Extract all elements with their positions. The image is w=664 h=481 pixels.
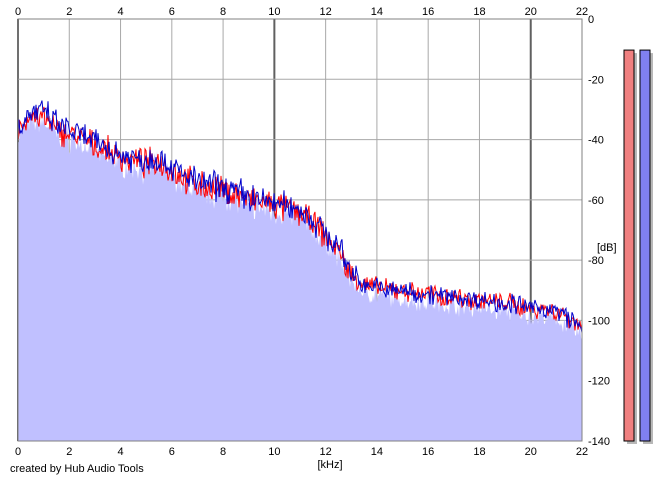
x-tick-label-bottom: 22	[576, 446, 588, 458]
x-tick-label-top: 20	[525, 6, 537, 18]
x-tick-label-bottom: 2	[66, 446, 72, 458]
y-tick-label: -120	[588, 376, 610, 388]
y-axis-unit-label: [dB]	[597, 242, 617, 254]
spectrum-series	[17, 100, 583, 333]
y-tick-label: -60	[588, 195, 604, 207]
x-tick-label-bottom: 0	[15, 446, 21, 458]
x-tick-label-top: 6	[169, 6, 175, 18]
y-tick-label: -140	[588, 436, 610, 448]
level-meters	[623, 49, 653, 444]
x-tick-label-top: 4	[117, 6, 123, 18]
x-tick-label-bottom: 12	[320, 446, 332, 458]
x-tick-label-bottom: 10	[268, 446, 280, 458]
y-tick-label: -80	[588, 255, 604, 267]
x-tick-label-top: 16	[422, 6, 434, 18]
y-tick-label: -100	[588, 315, 610, 327]
credit-text: created by Hub Audio Tools	[10, 463, 144, 475]
left-level-meter	[623, 49, 635, 442]
x-tick-label-top: 8	[220, 6, 226, 18]
x-tick-label-top: 0	[15, 6, 21, 18]
red-channel-line	[17, 106, 583, 331]
x-axis-unit-label: [kHz]	[317, 459, 342, 471]
x-tick-label-top: 2	[66, 6, 72, 18]
y-tick-label: -20	[588, 74, 604, 86]
x-tick-label-top: 22	[576, 6, 588, 18]
x-tick-label-bottom: 16	[422, 446, 434, 458]
x-tick-label-bottom: 8	[220, 446, 226, 458]
x-tick-label-top: 12	[320, 6, 332, 18]
x-tick-label-top: 18	[473, 6, 485, 18]
tick-labels: 002244668810101212141416161818202022220-…	[15, 6, 610, 458]
x-tick-label-bottom: 4	[117, 446, 123, 458]
x-tick-label-bottom: 18	[473, 446, 485, 458]
right-level-meter	[639, 49, 651, 442]
spectrum-fill-area	[18, 106, 582, 441]
plot-frame	[17, 18, 583, 442]
x-tick-label-bottom: 14	[371, 446, 383, 458]
x-tick-label-top: 14	[371, 6, 383, 18]
x-tick-label-top: 10	[268, 6, 280, 18]
y-tick-label: -40	[588, 135, 604, 147]
x-tick-label-bottom: 20	[525, 446, 537, 458]
x-tick-label-bottom: 6	[169, 446, 175, 458]
y-tick-label: 0	[588, 14, 594, 26]
blue-channel-line	[17, 100, 583, 333]
